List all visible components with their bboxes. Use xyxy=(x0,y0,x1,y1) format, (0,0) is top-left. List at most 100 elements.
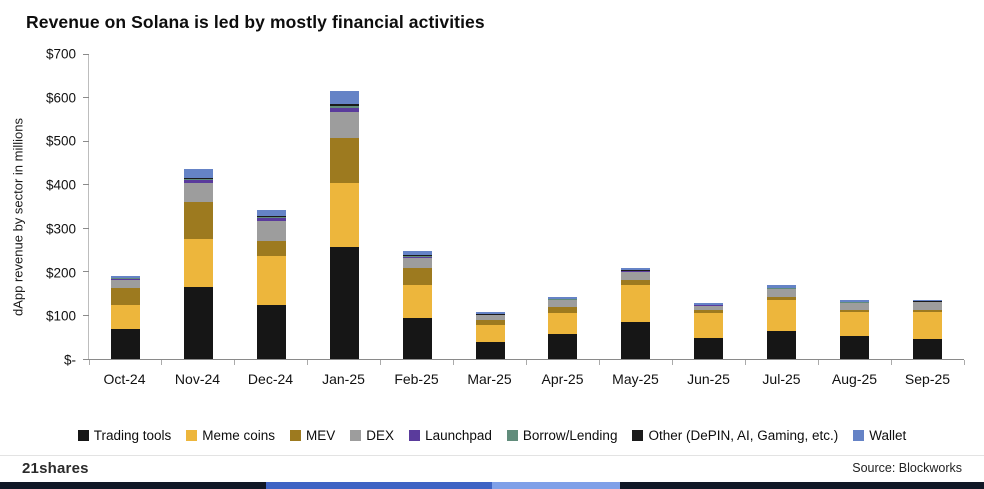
stacked-bar xyxy=(329,90,359,359)
x-axis-tick-label: Jun-25 xyxy=(687,371,730,387)
bar-segment xyxy=(110,280,140,288)
legend-label: MEV xyxy=(306,428,336,443)
x-axis-tick-label: Aug-25 xyxy=(831,371,878,387)
x-axis-tick-label: Mar-25 xyxy=(467,371,512,387)
bar-segment xyxy=(402,256,432,258)
bar-segment xyxy=(329,137,359,184)
y-axis-tick-mark xyxy=(83,53,89,55)
bar-group-oct-24 xyxy=(89,54,162,359)
footer: 21shares Source: Blockworks xyxy=(22,458,962,478)
x-axis-tick-mark xyxy=(671,360,673,365)
bar-segment xyxy=(110,277,140,279)
bar-segment xyxy=(183,169,213,178)
bar-group-jun-25 xyxy=(672,54,745,359)
bar-segment xyxy=(110,328,140,359)
y-axis-tick-mark xyxy=(83,97,89,99)
plot-region: $700 $600 $500 $400 $300 $200 $100 $- Oct-24 Nov… xyxy=(30,42,970,392)
bar-segment xyxy=(183,177,213,180)
stacked-bar xyxy=(694,302,724,359)
bar-segment xyxy=(329,111,359,138)
bar-segment xyxy=(694,313,724,339)
y-axis-tick-label: $700 xyxy=(45,46,76,62)
bar-segment xyxy=(256,255,286,305)
y-axis-tick-mark xyxy=(83,140,89,142)
x-axis-tick-mark xyxy=(744,360,746,365)
bar-segment xyxy=(767,296,797,301)
y-axis-title: dApp revenue by sector in millions xyxy=(10,118,26,316)
legend-swatch-icon xyxy=(853,430,865,441)
stacked-bar-chart: dApp revenue by sector in millions $700 $… xyxy=(6,42,970,392)
bar-segment xyxy=(402,284,432,318)
y-axis-tick-label: $300 xyxy=(45,221,76,237)
stacked-bar xyxy=(767,285,797,359)
x-axis-tick-label: Jul-25 xyxy=(762,371,801,387)
legend-item: Meme coins xyxy=(186,428,275,443)
bar-segment xyxy=(840,309,870,313)
y-axis-tick-label: $500 xyxy=(45,133,76,149)
bar-segment xyxy=(840,300,870,302)
legend-item: DEX xyxy=(350,428,394,443)
bar-segment xyxy=(402,317,432,359)
legend-label: Launchpad xyxy=(425,428,492,443)
bar-segment xyxy=(475,315,505,320)
bar-segment xyxy=(548,306,578,314)
x-axis-tick-mark xyxy=(453,360,455,365)
bar-group-jan-25 xyxy=(308,54,381,359)
bar-segment xyxy=(256,220,286,241)
bar-segment xyxy=(694,302,724,305)
accent-strip-segment xyxy=(265,482,492,489)
y-axis-tick-mark xyxy=(83,227,89,229)
bar-group-apr-25 xyxy=(527,54,600,359)
legend-label: Meme coins xyxy=(202,428,276,443)
legend-item: Wallet xyxy=(853,428,906,443)
footer-accent-strip xyxy=(0,482,984,489)
y-axis-tick-mark xyxy=(83,271,89,273)
bar-segment xyxy=(548,300,578,307)
legend-swatch-icon xyxy=(632,430,644,441)
bar-group-may-25 xyxy=(599,54,672,359)
legend-item: MEV xyxy=(290,428,335,443)
bar-segment xyxy=(475,325,505,343)
bar-segment xyxy=(329,183,359,247)
footer-divider xyxy=(0,455,984,456)
bar-group-aug-25 xyxy=(818,54,891,359)
stacked-bar xyxy=(256,209,286,359)
x-axis-tick-label: Feb-25 xyxy=(394,371,439,387)
bar-segment xyxy=(256,215,286,217)
bar-group-dec-24 xyxy=(235,54,308,359)
bar-segment xyxy=(621,321,651,359)
accent-strip-segment xyxy=(491,482,620,489)
plot-area xyxy=(83,53,965,365)
bar-segment xyxy=(110,288,140,305)
bar-segment xyxy=(110,276,140,278)
x-axis-tick-mark xyxy=(890,360,892,365)
bar-segment xyxy=(621,268,651,271)
bar-group-mar-25 xyxy=(454,54,527,359)
legend-item: Other (DePIN, AI, Gaming, etc.) xyxy=(632,428,838,443)
bar-segment xyxy=(329,90,359,104)
bar-segment xyxy=(329,103,359,106)
bar-segment xyxy=(256,217,286,219)
bar-segment xyxy=(475,319,505,326)
accent-strip-segment xyxy=(0,482,266,489)
accent-strip-segment xyxy=(619,482,984,489)
x-axis-tick-mark xyxy=(161,360,163,365)
legend-label: DEX xyxy=(366,428,395,443)
bar-segment xyxy=(621,271,651,272)
y-axis-tick-mark xyxy=(83,184,89,186)
x-axis-labels: Oct-24 Nov-24 Dec-24 Jan-25 Feb-25 Mar-25 Apr-… xyxy=(88,362,964,392)
bar-segment xyxy=(183,202,213,240)
bar-group-nov-24 xyxy=(162,54,235,359)
x-axis-tick-mark xyxy=(380,360,382,365)
bar-segment xyxy=(329,108,359,112)
bar-segment xyxy=(548,296,578,299)
bar-segment xyxy=(767,330,797,359)
x-axis-tick-mark xyxy=(307,360,309,365)
x-axis-tick-label: Sep-25 xyxy=(904,371,951,387)
chart-legend: Trading tools Meme coins MEV DEX Launchpad Bo… xyxy=(0,428,984,443)
y-axis-tick-label: $- xyxy=(63,352,76,368)
legend-swatch-icon xyxy=(350,430,362,441)
legend-swatch-icon xyxy=(506,430,518,441)
x-axis-tick-mark xyxy=(88,360,90,365)
stacked-bar xyxy=(110,276,140,359)
